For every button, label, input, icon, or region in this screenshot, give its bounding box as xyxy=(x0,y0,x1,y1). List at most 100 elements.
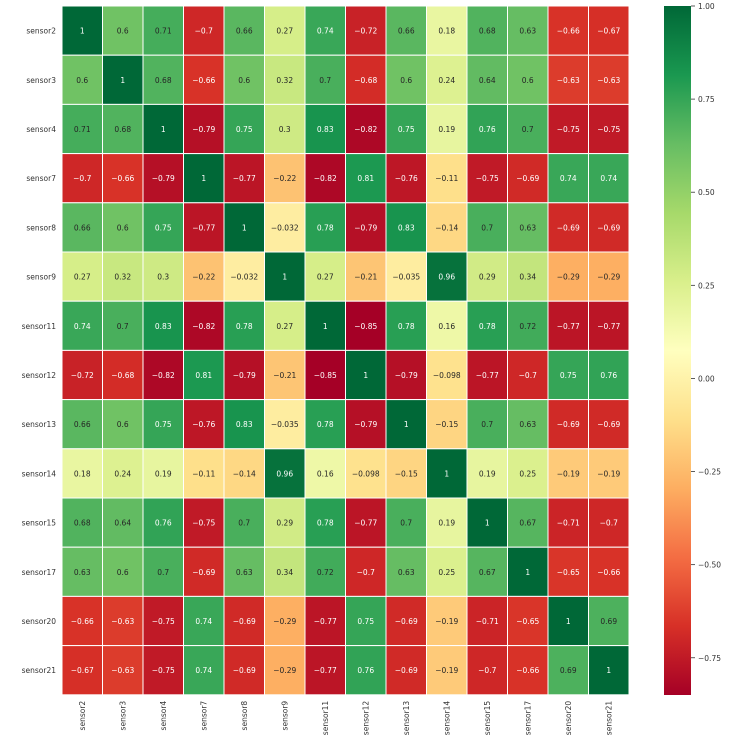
cell-value-label: 0.75 xyxy=(560,371,577,380)
heatmap-cell xyxy=(102,448,144,499)
cell-value-label: −0.7 xyxy=(478,666,496,675)
cell-value-label: 1 xyxy=(444,469,449,478)
heatmap-cell xyxy=(426,595,468,647)
column-label: sensor14 xyxy=(443,701,452,736)
cell-value-label: −0.82 xyxy=(354,125,377,134)
heatmap-cell xyxy=(507,349,549,401)
cell-value-label: 0.7 xyxy=(157,568,169,577)
cell-value-label: 0.66 xyxy=(236,27,253,36)
cell-value-label: 0.18 xyxy=(438,27,455,36)
heatmap-cell xyxy=(588,448,630,499)
cell-value-label: 0.6 xyxy=(400,76,412,85)
cell-value-label: 1 xyxy=(242,223,247,232)
cell-value-label: 0.78 xyxy=(317,420,334,429)
row-label: sensor20 xyxy=(22,617,57,626)
heatmap-cell xyxy=(507,645,549,696)
colorbar-tick-label: −0.75 xyxy=(698,654,721,663)
heatmap-cell xyxy=(547,202,589,253)
cell-value-label: 0.24 xyxy=(114,469,131,478)
column-label: sensor17 xyxy=(524,701,533,736)
colorbar-tick-label: −0.25 xyxy=(698,468,721,477)
cell-value-label: −0.82 xyxy=(314,174,337,183)
cell-value-label: 0.34 xyxy=(519,273,536,282)
cell-value-label: −0.7 xyxy=(73,174,91,183)
cell-value-label: 0.24 xyxy=(438,76,455,85)
heatmap-cell xyxy=(345,202,387,253)
heatmap-cell xyxy=(345,497,387,548)
heatmap-cell xyxy=(183,54,225,105)
row-label: sensor9 xyxy=(26,273,56,282)
heatmap-cell xyxy=(183,399,225,450)
heatmap-cell xyxy=(466,103,508,155)
cell-value-label: 1 xyxy=(525,568,530,577)
cell-value-label: 0.76 xyxy=(357,666,374,675)
cell-value-label: −0.63 xyxy=(111,666,134,675)
cell-value-label: 0.25 xyxy=(438,568,455,577)
cell-value-label: −0.032 xyxy=(230,273,258,282)
heatmap-cell xyxy=(385,54,427,105)
heatmap-cell xyxy=(466,399,508,450)
cell-value-label: 0.25 xyxy=(519,469,536,478)
cell-value-label: 0.83 xyxy=(236,420,253,429)
heatmap-cell xyxy=(466,153,508,204)
cell-value-label: 1 xyxy=(606,666,611,675)
cell-value-label: −0.7 xyxy=(600,519,618,528)
heatmap-cell xyxy=(385,497,427,548)
cell-value-label: 0.74 xyxy=(560,174,577,183)
heatmap-cell xyxy=(264,54,306,105)
heatmap-cell xyxy=(507,103,549,155)
heatmap-cell xyxy=(507,5,549,56)
heatmap-cell xyxy=(223,251,265,302)
cell-value-label: 0.76 xyxy=(155,519,172,528)
cell-value-label: 0.83 xyxy=(155,322,172,331)
cell-value-label: −0.7 xyxy=(357,568,375,577)
cell-value-label: −0.77 xyxy=(314,666,337,675)
cell-value-label: −0.63 xyxy=(597,76,620,85)
heatmap-cell xyxy=(385,645,427,696)
heatmap-cell xyxy=(426,5,468,56)
cell-value-label: 0.63 xyxy=(398,568,415,577)
cell-value-label: 0.78 xyxy=(317,223,334,232)
heatmap-cell xyxy=(183,349,225,401)
cell-value-label: −0.69 xyxy=(516,174,539,183)
cell-value-label: 0.78 xyxy=(479,322,496,331)
cell-value-label: 0.71 xyxy=(74,125,91,134)
row-label: sensor15 xyxy=(22,519,57,528)
column-label: sensor13 xyxy=(402,701,411,736)
heatmap-cell xyxy=(588,54,630,105)
colorbar-tick-label: 0.50 xyxy=(698,188,715,197)
cell-value-label: 0.63 xyxy=(519,27,536,36)
cell-value-label: −0.69 xyxy=(557,223,580,232)
cell-value-label: 0.7 xyxy=(481,223,493,232)
column-label: sensor21 xyxy=(605,701,614,736)
cell-value-label: −0.67 xyxy=(71,666,94,675)
heatmap-cell xyxy=(304,546,346,597)
heatmap-cell xyxy=(345,103,387,155)
cell-value-label: 1 xyxy=(363,371,368,380)
cell-value-label: −0.72 xyxy=(71,371,94,380)
heatmap-cell xyxy=(426,497,468,548)
heatmap-cell xyxy=(61,103,103,155)
heatmap-cell xyxy=(304,349,346,401)
cell-value-label: 0.75 xyxy=(155,223,172,232)
cell-value-label: 0.69 xyxy=(560,666,577,675)
heatmap-cell xyxy=(507,153,549,204)
heatmap-cell xyxy=(547,300,589,351)
heatmap-cell xyxy=(223,153,265,204)
cell-value-label: −0.77 xyxy=(314,617,337,626)
colorbar-tick-label: 1.00 xyxy=(698,2,715,11)
row-label: sensor14 xyxy=(22,469,57,478)
column-labels: sensor2 sensor3 sensor4 sensor7 sensor8 senso… xyxy=(78,701,614,736)
cell-value-label: 0.29 xyxy=(276,519,293,528)
cell-value-label: 0.66 xyxy=(398,27,415,36)
cell-value-label: −0.79 xyxy=(152,174,175,183)
cell-value-label: −0.29 xyxy=(557,273,580,282)
cell-value-label: 0.78 xyxy=(317,519,334,528)
heatmap-cell xyxy=(345,251,387,302)
cell-value-label: 0.6 xyxy=(76,76,88,85)
cell-value-label: −0.85 xyxy=(354,322,377,331)
cell-value-label: 0.63 xyxy=(74,568,91,577)
heatmap-cell xyxy=(588,5,630,56)
cell-value-label: −0.098 xyxy=(433,371,461,380)
cell-value-label: 0.68 xyxy=(155,76,172,85)
